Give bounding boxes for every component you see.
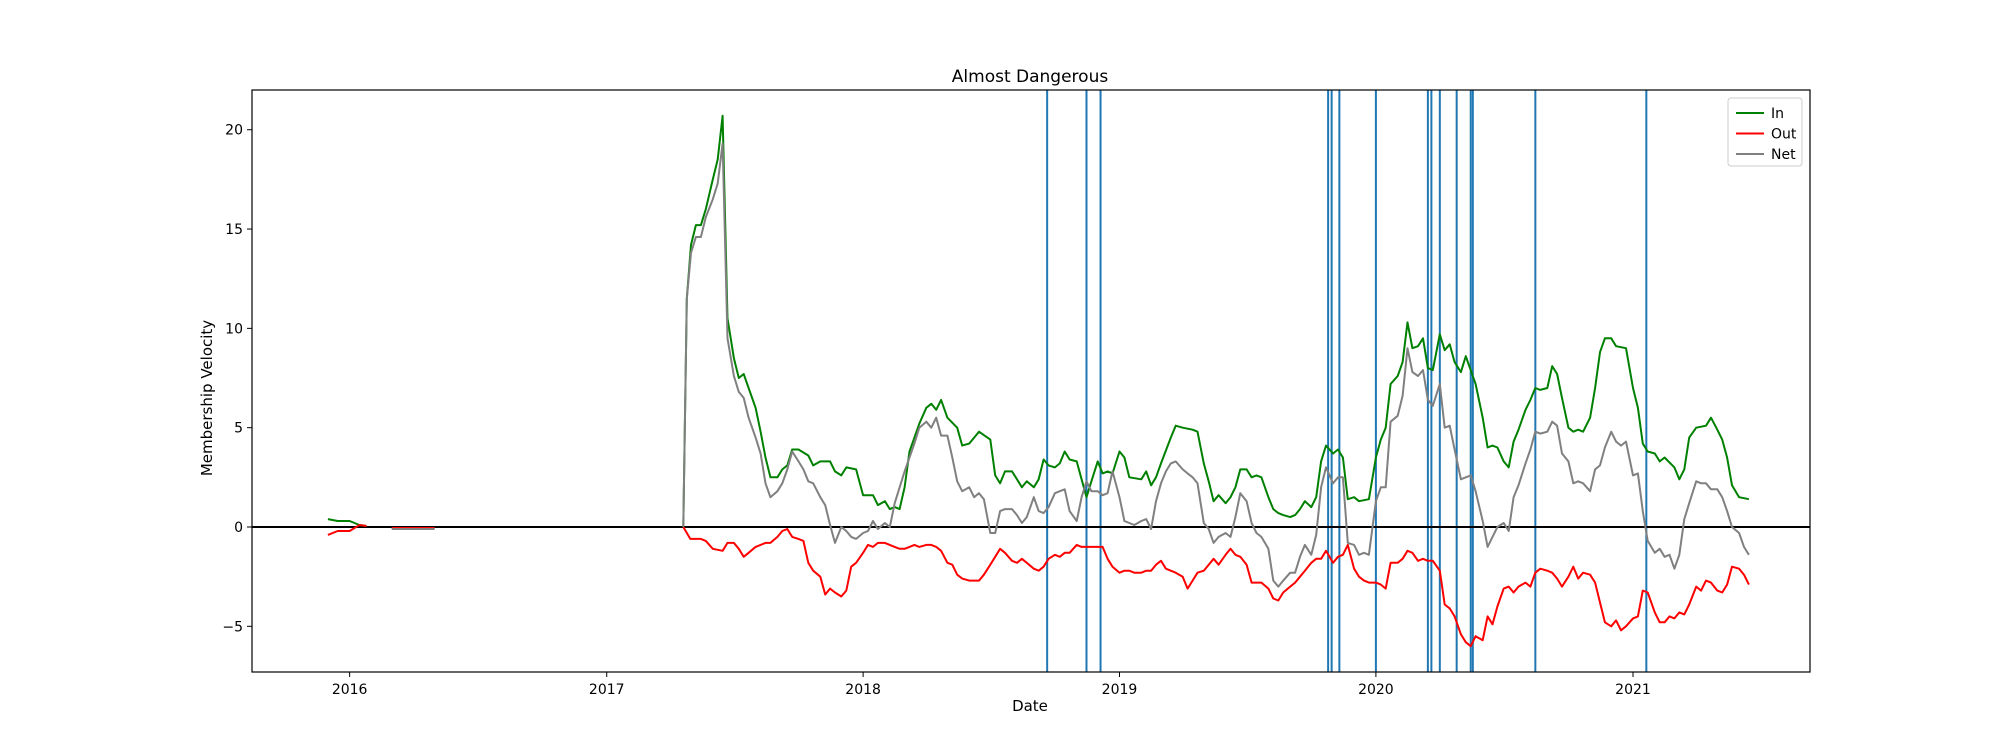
- x-tick-label-2017: 2017: [589, 682, 625, 698]
- legend: In Out Net: [1728, 98, 1802, 166]
- y-tick-label-20: 20: [225, 123, 243, 139]
- y-axis-title: Membership Velocity: [198, 320, 216, 476]
- y-tick-label-5: 5: [234, 421, 243, 437]
- legend-label-out: Out: [1771, 127, 1797, 143]
- x-tick-label-2020: 2020: [1358, 682, 1394, 698]
- y-tick-label-0: 0: [234, 520, 243, 536]
- x-tick-label-2019: 2019: [1102, 682, 1138, 698]
- y-tick-label-15: 15: [225, 222, 243, 238]
- x-tick-label-2018: 2018: [845, 682, 881, 698]
- x-axis-title: Date: [1012, 697, 1048, 715]
- y-tick-label-10: 10: [225, 321, 243, 337]
- x-tick-label-2021: 2021: [1615, 682, 1651, 698]
- legend-label-net: Net: [1771, 147, 1796, 163]
- y-tick-label--5: −5: [222, 619, 243, 635]
- legend-label-in: In: [1771, 106, 1784, 122]
- x-tick-label-2016: 2016: [332, 682, 368, 698]
- chart-title: Almost Dangerous: [952, 67, 1109, 87]
